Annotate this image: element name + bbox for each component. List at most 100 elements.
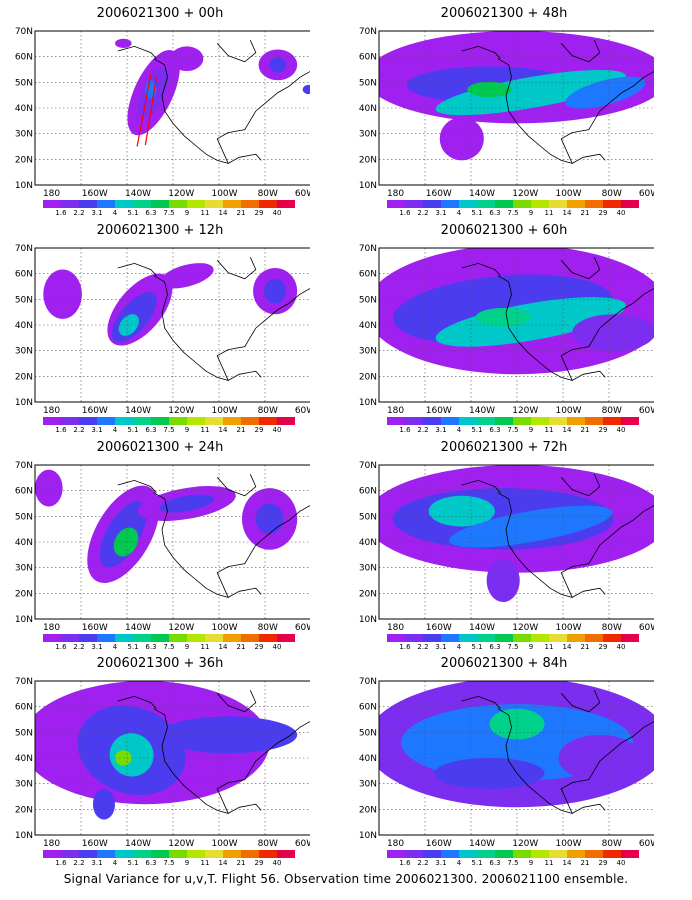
colorbar-label: 1.6	[55, 643, 67, 651]
colorbar-label: 29	[599, 643, 608, 651]
colorbar-swatch	[441, 200, 459, 208]
colorbar-swatch	[169, 850, 187, 858]
variance-contour	[170, 46, 204, 72]
variance-contour	[109, 733, 154, 777]
longitude-label: 160W	[426, 839, 452, 849]
latitude-label: 50N	[359, 78, 377, 88]
colorbar-swatch	[205, 200, 223, 208]
colorbar-label: 2.2	[417, 859, 428, 867]
latitude-label: 20N	[359, 805, 377, 815]
variance-contour	[255, 503, 284, 535]
colorbar-swatch	[259, 200, 277, 208]
latitude-label: 70N	[359, 677, 377, 687]
colorbar: 1.6 2.2 3.1 4 5.1 6.3 7.5 9 11 14 21 29 40	[43, 850, 295, 867]
colorbar-label: 21	[581, 209, 590, 217]
colorbar-label: 3.1	[91, 643, 102, 651]
coastline-segment	[497, 58, 654, 165]
map-frame	[34, 464, 310, 620]
colorbar-swatch	[513, 850, 531, 858]
longitude-label: 120W	[512, 406, 538, 416]
colorbar-swatch	[621, 417, 639, 425]
colorbar-swatch	[43, 417, 61, 425]
colorbar-label: 3.1	[435, 859, 446, 867]
variance-contour	[434, 758, 545, 789]
latitude-label: 60N	[15, 270, 33, 280]
colorbar: 1.6 2.2 3.1 4 5.1 6.3 7.5 9 11 14 21 29 40	[43, 200, 295, 217]
colorbar-swatch	[621, 634, 639, 642]
colorbar-swatch	[603, 417, 621, 425]
colorbar-label: 14	[219, 209, 228, 217]
colorbar-swatch	[531, 200, 549, 208]
colorbar-swatch	[603, 634, 621, 642]
coastline-segment	[560, 257, 601, 280]
longitude-label: 60W	[639, 839, 654, 849]
colorbar-swatch	[441, 417, 459, 425]
longitude-label: 80W	[258, 189, 278, 199]
coastline-segment	[461, 695, 501, 709]
colorbar-label: 6.3	[145, 643, 156, 651]
latitude-label: 40N	[359, 538, 377, 548]
latitude-label: 20N	[15, 589, 33, 599]
colorbar-label: 11	[545, 859, 554, 867]
coastline-segment	[572, 153, 606, 164]
colorbar-swatch	[187, 850, 205, 858]
variance-contour	[159, 494, 215, 513]
latitude-label: 10N	[15, 831, 33, 841]
colorbar-label: 1.6	[399, 209, 411, 217]
latitude-label: 30N	[359, 347, 377, 357]
colorbar-label: 4	[457, 209, 462, 217]
variance-contour	[113, 527, 139, 557]
graticule	[35, 248, 310, 402]
colorbar-label: 9	[529, 209, 533, 217]
latitude-label: 50N	[15, 78, 33, 88]
colorbar-label: 3.1	[435, 643, 446, 651]
colorbar-label: 7.5	[507, 859, 518, 867]
colorbar-swatch	[43, 200, 61, 208]
variance-contour	[159, 263, 214, 289]
longitude-label: 140W	[469, 839, 495, 849]
longitude-label: 180	[43, 406, 60, 416]
colorbar-swatch	[151, 200, 169, 208]
panel-title: 2006021300 + 84h	[440, 656, 568, 671]
colorbar-swatch	[43, 850, 61, 858]
colorbar: 1.6 2.2 3.1 4 5.1 6.3 7.5 9 11 14 21 29 40	[387, 200, 639, 217]
coastline-segment	[216, 690, 257, 713]
variance-contour	[475, 308, 531, 327]
longitude-label: 140W	[125, 189, 151, 199]
latitude-label: 70N	[15, 677, 33, 687]
latitude-label: 70N	[15, 244, 33, 254]
longitude-label: 60W	[639, 189, 654, 199]
colorbar-swatch	[205, 850, 223, 858]
variance-contour	[435, 69, 626, 116]
colorbar-swatch	[169, 417, 187, 425]
colorbar-swatch	[585, 634, 603, 642]
colorbar-label: 2.2	[73, 426, 84, 434]
colorbar-swatch	[241, 417, 259, 425]
colorbar-label: 40	[617, 426, 626, 434]
colorbar-swatch	[603, 850, 621, 858]
colorbar-swatch	[97, 850, 115, 858]
longitude-label: 180	[43, 839, 60, 849]
colorbar-swatch	[387, 850, 405, 858]
latitude-label: 50N	[359, 728, 377, 738]
variance-field	[35, 681, 298, 820]
colorbar-swatch	[97, 634, 115, 642]
colorbar-label: 9	[185, 209, 189, 217]
colorbar-label: 5.1	[127, 209, 138, 217]
colorbar-swatch	[423, 417, 441, 425]
colorbar-label: 40	[617, 859, 626, 867]
panel-title: 2006021300 + 48h	[440, 6, 568, 21]
colorbar-label: 11	[545, 426, 554, 434]
colorbar-label: 14	[563, 426, 572, 434]
latitude-label: 70N	[359, 27, 377, 37]
latitude-label: 60N	[359, 270, 377, 280]
colorbar-swatch	[133, 417, 151, 425]
colorbar-swatch	[513, 417, 531, 425]
colorbar-label: 5.1	[127, 426, 138, 434]
longitude-label: 140W	[469, 189, 495, 199]
colorbar-swatch	[405, 417, 423, 425]
colorbar-label: 1.6	[399, 859, 411, 867]
latitude-label: 70N	[15, 461, 33, 471]
colorbar-swatch	[495, 417, 513, 425]
colorbar-swatch	[61, 200, 79, 208]
